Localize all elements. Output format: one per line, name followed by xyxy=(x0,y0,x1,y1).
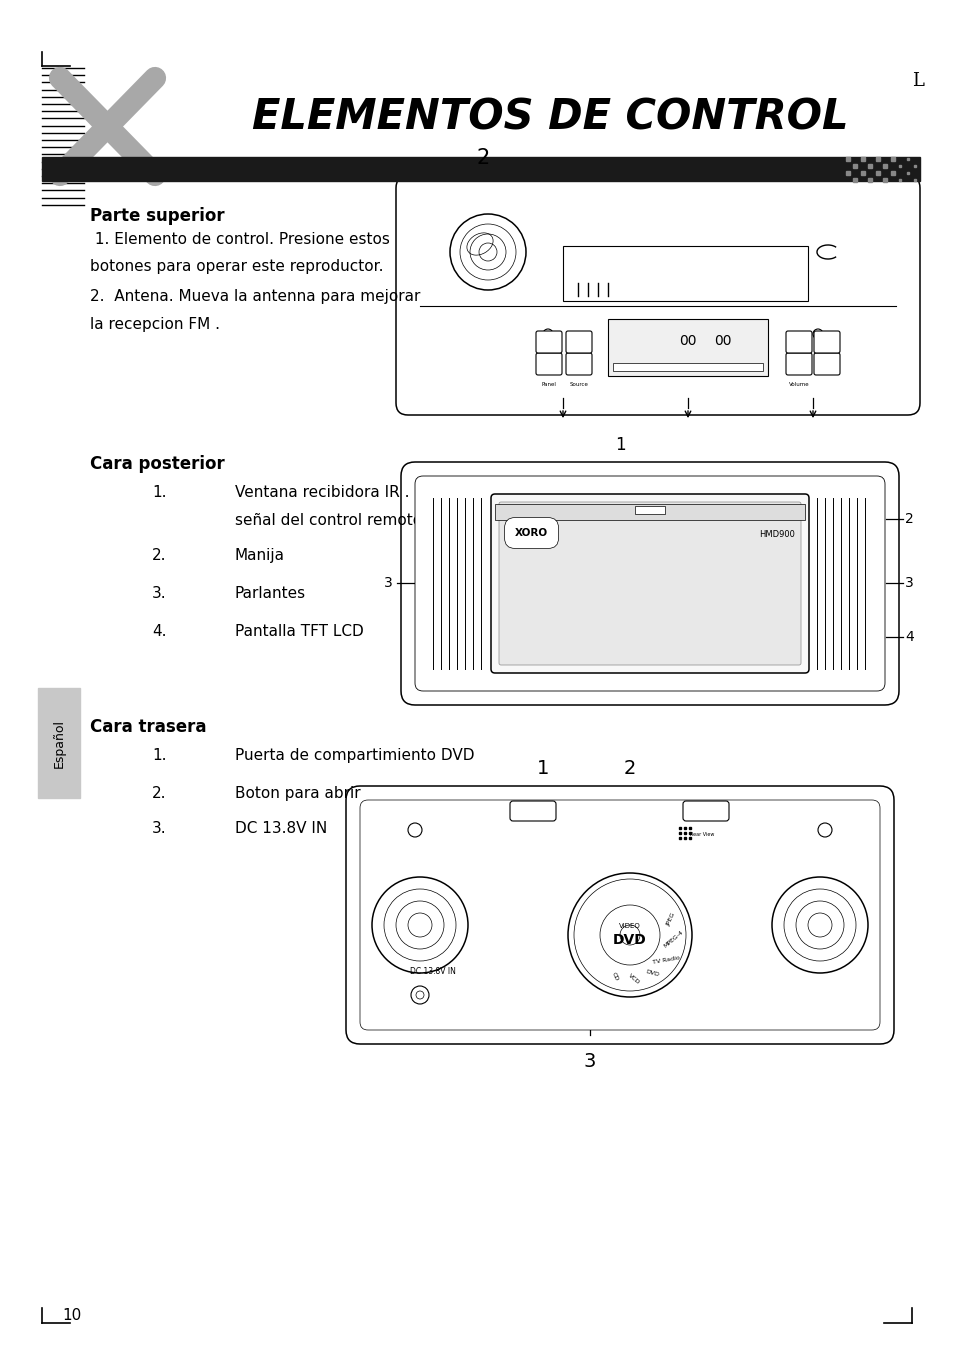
FancyBboxPatch shape xyxy=(415,476,884,691)
Text: Panel: Panel xyxy=(541,383,556,387)
Text: MPEG-4: MPEG-4 xyxy=(662,929,684,949)
Bar xyxy=(607,319,767,376)
FancyBboxPatch shape xyxy=(359,800,879,1030)
Text: 2: 2 xyxy=(476,147,489,168)
Text: 3.: 3. xyxy=(152,821,167,836)
Text: ELEMENTOS DE CONTROL: ELEMENTOS DE CONTROL xyxy=(252,97,847,139)
Text: DC 13.8V IN: DC 13.8V IN xyxy=(410,967,456,976)
FancyBboxPatch shape xyxy=(536,331,561,353)
Text: Cara trasera: Cara trasera xyxy=(90,718,206,735)
Text: Pantalla TFT LCD: Pantalla TFT LCD xyxy=(234,625,363,639)
Text: L: L xyxy=(911,72,923,91)
Circle shape xyxy=(416,991,423,999)
Text: Español: Español xyxy=(52,718,66,768)
Text: Volume: Volume xyxy=(788,383,808,387)
Text: 2.  Antena. Mueva la antenna para mejorar: 2. Antena. Mueva la antenna para mejorar xyxy=(90,289,420,304)
Circle shape xyxy=(542,329,553,339)
FancyBboxPatch shape xyxy=(813,353,840,375)
Circle shape xyxy=(567,873,691,996)
Text: HMD900: HMD900 xyxy=(759,530,794,539)
Text: 1. Elemento de control. Presione estos: 1. Elemento de control. Presione estos xyxy=(90,233,390,247)
Text: 2: 2 xyxy=(623,758,636,777)
FancyBboxPatch shape xyxy=(785,353,811,375)
Text: DC 13.8V IN: DC 13.8V IN xyxy=(234,821,327,836)
Circle shape xyxy=(817,823,831,837)
FancyBboxPatch shape xyxy=(346,786,893,1044)
Text: 1: 1 xyxy=(614,435,624,454)
Text: 10: 10 xyxy=(62,1307,81,1324)
Text: 3.: 3. xyxy=(152,585,167,602)
Text: 2.: 2. xyxy=(152,786,167,800)
Text: 1: 1 xyxy=(537,758,549,777)
Text: DVD: DVD xyxy=(613,933,646,946)
Text: XORO: XORO xyxy=(515,529,548,538)
FancyBboxPatch shape xyxy=(813,331,840,353)
FancyBboxPatch shape xyxy=(565,353,592,375)
Circle shape xyxy=(599,904,659,965)
Text: 00: 00 xyxy=(714,334,731,347)
Text: 2.: 2. xyxy=(152,548,167,562)
Text: Rear View: Rear View xyxy=(689,833,714,837)
Text: Source: Source xyxy=(569,383,588,387)
Circle shape xyxy=(408,823,421,837)
FancyBboxPatch shape xyxy=(395,176,919,415)
Text: DVD: DVD xyxy=(644,969,659,977)
FancyBboxPatch shape xyxy=(536,353,561,375)
Text: 2: 2 xyxy=(904,512,913,526)
Bar xyxy=(613,362,762,370)
Circle shape xyxy=(619,925,639,945)
Text: señal del control remoto .: señal del control remoto . xyxy=(234,512,432,529)
Text: Ventana recibidora IR . Recibe  la: Ventana recibidora IR . Recibe la xyxy=(234,485,489,500)
Text: botones para operar este reproductor.: botones para operar este reproductor. xyxy=(90,260,383,274)
FancyBboxPatch shape xyxy=(510,800,556,821)
Text: 3: 3 xyxy=(904,576,913,589)
Bar xyxy=(42,157,919,181)
Text: la recepcion FM .: la recepcion FM . xyxy=(90,316,220,333)
FancyBboxPatch shape xyxy=(498,502,801,665)
Text: Manija: Manija xyxy=(234,548,285,562)
Text: 3: 3 xyxy=(384,576,393,589)
Text: VCD: VCD xyxy=(626,972,640,986)
Circle shape xyxy=(450,214,525,289)
Text: 3: 3 xyxy=(583,1052,596,1071)
Text: Parte superior: Parte superior xyxy=(90,207,224,224)
Circle shape xyxy=(812,329,822,339)
Text: Boton para abrir: Boton para abrir xyxy=(234,786,360,800)
Circle shape xyxy=(411,986,429,1005)
Text: Puerta de compartimiento DVD: Puerta de compartimiento DVD xyxy=(234,748,474,763)
Circle shape xyxy=(372,877,468,973)
Text: VIDEO: VIDEO xyxy=(618,923,640,929)
FancyBboxPatch shape xyxy=(682,800,728,821)
Text: 1.: 1. xyxy=(152,485,167,500)
Text: Parlantes: Parlantes xyxy=(234,585,306,602)
FancyBboxPatch shape xyxy=(491,493,808,673)
FancyBboxPatch shape xyxy=(565,331,592,353)
FancyBboxPatch shape xyxy=(400,462,898,704)
Bar xyxy=(495,504,804,521)
Bar xyxy=(635,506,664,514)
Text: JPEG: JPEG xyxy=(665,913,676,927)
Bar xyxy=(562,246,807,301)
Text: CD: CD xyxy=(610,971,618,982)
Bar xyxy=(38,688,80,798)
FancyBboxPatch shape xyxy=(785,331,811,353)
Text: 4.: 4. xyxy=(152,625,167,639)
Text: Cara posterior: Cara posterior xyxy=(90,456,225,473)
Text: TV Radio: TV Radio xyxy=(651,956,679,965)
Text: 1.: 1. xyxy=(152,748,167,763)
Text: 00: 00 xyxy=(679,334,696,347)
Text: 4: 4 xyxy=(904,630,913,644)
Circle shape xyxy=(771,877,867,973)
